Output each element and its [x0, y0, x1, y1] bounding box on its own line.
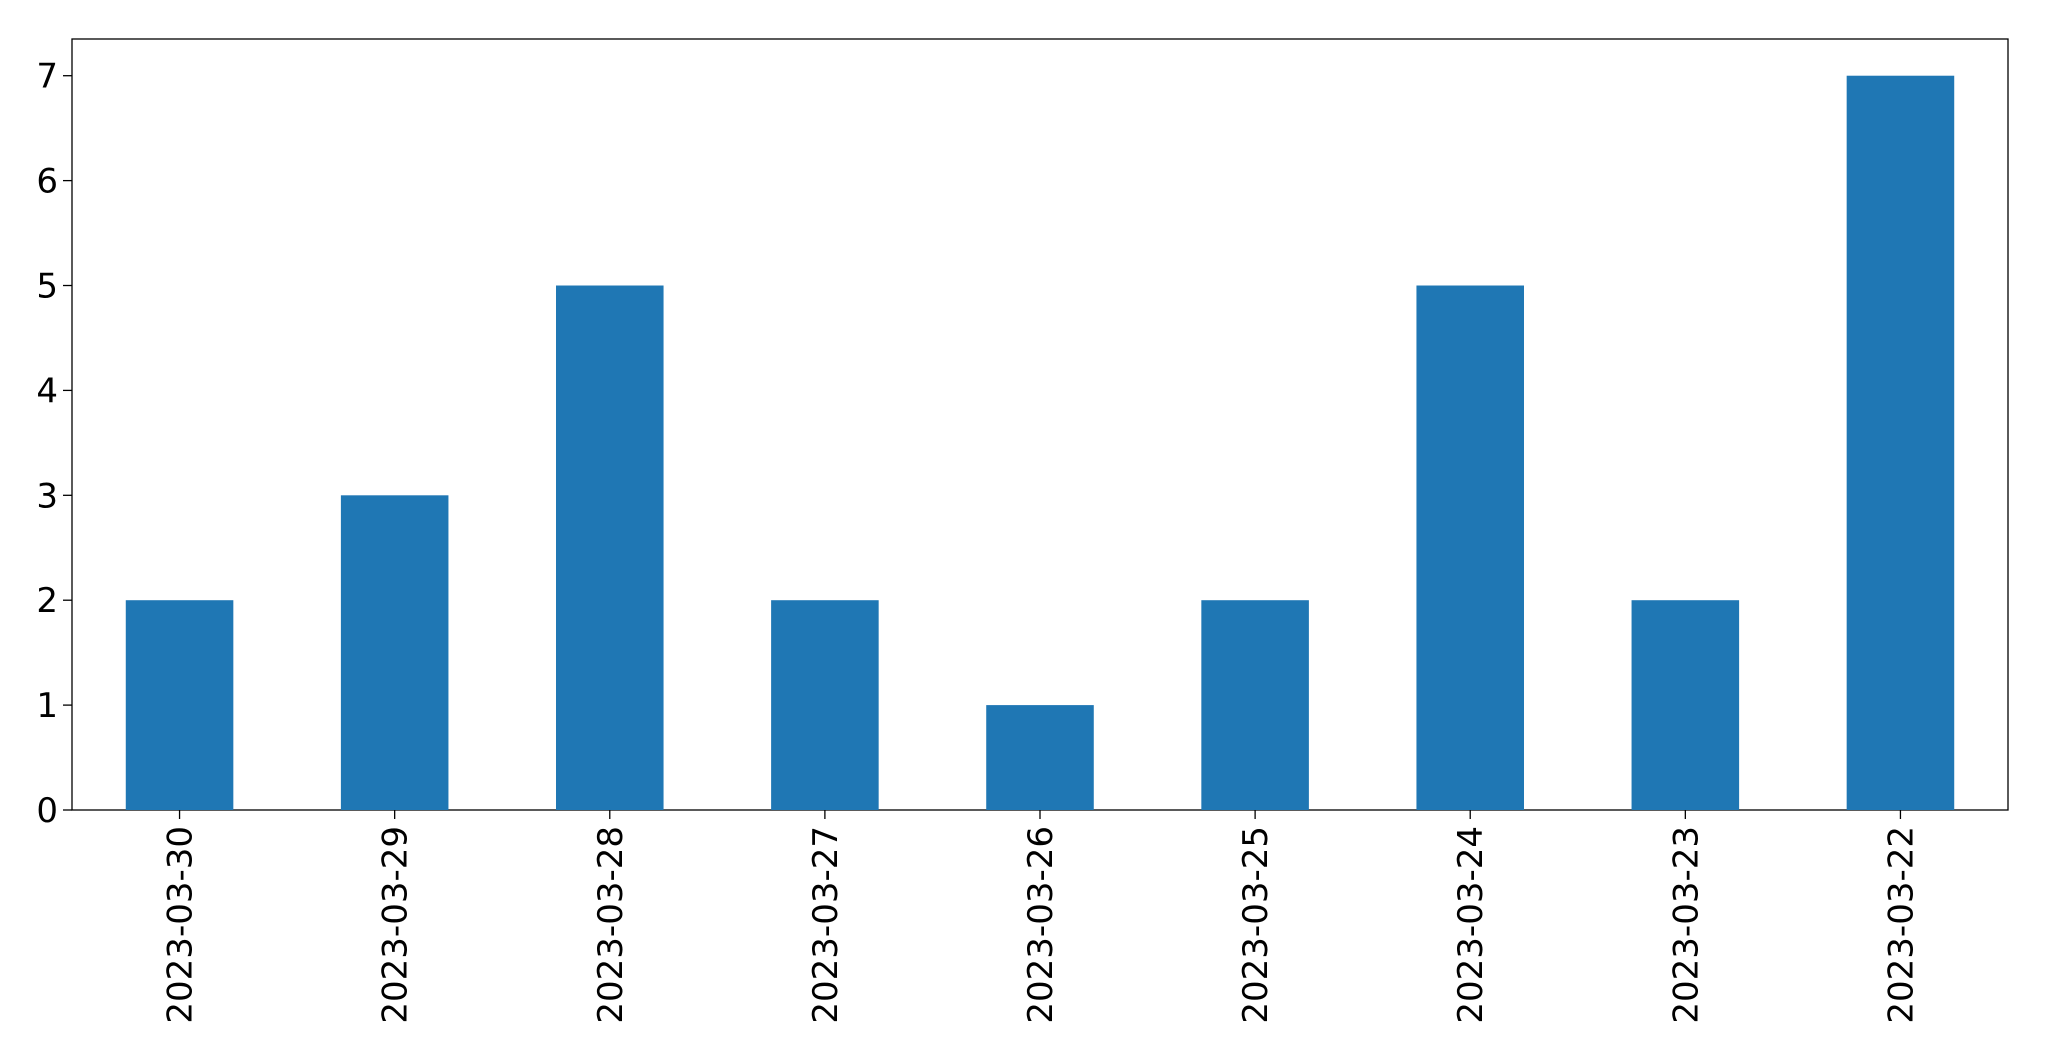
bar	[1416, 285, 1524, 810]
bar	[986, 705, 1094, 810]
y-tick-label: 2	[36, 581, 58, 621]
x-tick-label: 2023-03-28	[591, 826, 631, 1024]
x-tick-label: 2023-03-26	[1021, 826, 1061, 1024]
bar	[1201, 600, 1309, 810]
y-tick-label: 7	[36, 57, 58, 97]
x-tick-label: 2023-03-23	[1666, 826, 1706, 1024]
x-tick-label: 2023-03-24	[1451, 826, 1491, 1024]
y-tick-label: 5	[36, 267, 58, 307]
bar	[125, 600, 234, 810]
x-tick-label: 2023-03-25	[1236, 826, 1276, 1024]
x-tick-label: 2023-03-27	[806, 826, 846, 1024]
x-tick-label: 2023-03-29	[376, 826, 416, 1024]
y-tick-label: 6	[36, 162, 58, 202]
y-tick-label: 0	[36, 791, 58, 831]
bar	[340, 495, 449, 810]
bar	[1846, 75, 1955, 810]
y-tick-label: 1	[36, 686, 58, 726]
bar	[771, 600, 879, 810]
y-tick-label: 4	[36, 371, 58, 411]
bar	[1631, 600, 1740, 810]
x-tick-label: 2023-03-22	[1881, 826, 1921, 1024]
y-tick-label: 3	[36, 476, 58, 516]
bar	[556, 285, 664, 810]
x-tick-label: 2023-03-30	[161, 826, 201, 1024]
